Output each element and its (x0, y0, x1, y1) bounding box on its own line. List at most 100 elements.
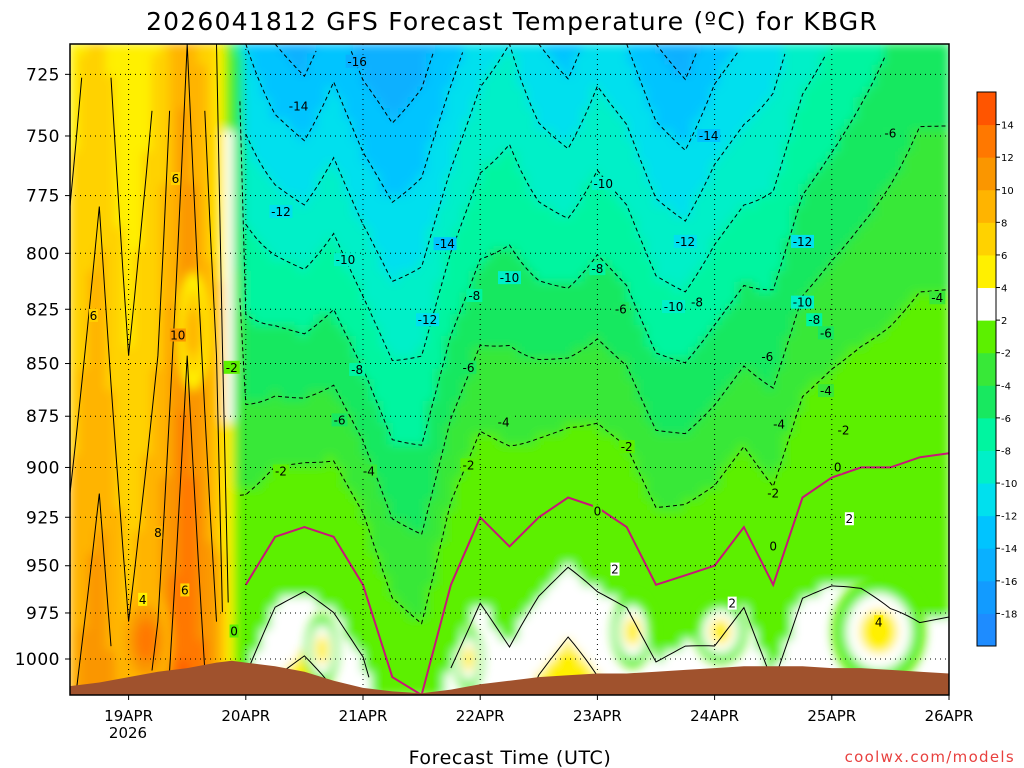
temperature-cell (160, 509, 172, 523)
temperature-cell (444, 346, 456, 360)
temperature-cell (581, 97, 593, 111)
temperature-cell (325, 585, 337, 599)
temperature-cell (416, 444, 429, 458)
temperature-cell (526, 216, 538, 230)
temperature-cell (590, 618, 603, 631)
temperature-cell (490, 596, 502, 610)
temperature-cell (728, 509, 740, 523)
temperature-cell (728, 379, 740, 393)
temperature-cell (563, 108, 575, 121)
temperature-cell (242, 509, 255, 523)
temperature-cell (416, 596, 429, 610)
temperature-cell (444, 628, 456, 642)
temperature-cell (673, 118, 685, 132)
temperature-cell (655, 390, 667, 404)
temperature-cell (508, 422, 520, 436)
temperature-cell (407, 379, 419, 393)
temperature-cell (719, 498, 731, 512)
temperature-cell (709, 444, 722, 458)
temperature-cell (398, 650, 410, 664)
temperature-cell (792, 86, 804, 100)
temperature-cell (233, 628, 245, 642)
temperature-cell (746, 379, 758, 393)
temperature-cell (96, 498, 108, 512)
temperature-cell (755, 86, 767, 100)
temperature-cell (435, 162, 447, 176)
temperature-cell (590, 563, 603, 577)
temperature-cell (178, 661, 191, 675)
temperature-cell (151, 303, 163, 317)
temperature-cell (307, 205, 319, 219)
temperature-cell (471, 151, 484, 165)
temperature-cell (87, 628, 99, 642)
temperature-cell (133, 140, 145, 154)
temperature-cell (407, 292, 419, 306)
temperature-cell (70, 292, 81, 306)
temperature-cell (362, 270, 374, 284)
temperature-cell (151, 422, 163, 436)
temperature-cell (746, 411, 758, 425)
temperature-cell (444, 140, 456, 154)
temperature-cell (554, 542, 566, 555)
temperature-cell (728, 498, 740, 512)
temperature-cell (554, 411, 566, 425)
temperature-cell (508, 292, 520, 306)
temperature-cell (609, 140, 621, 154)
temperature-cell (490, 97, 502, 111)
temperature-cell (673, 574, 685, 588)
temperature-cell (233, 379, 245, 393)
temperature-cell (78, 140, 90, 154)
temperature-cell (700, 303, 712, 317)
temperature-cell (279, 563, 291, 577)
temperature-cell (325, 53, 337, 67)
temperature-cell (270, 639, 282, 653)
temperature-cell (206, 129, 218, 143)
temperature-cell (407, 520, 419, 534)
temperature-cell (664, 346, 676, 360)
temperature-cell (380, 628, 392, 642)
temperature-cell (572, 227, 584, 241)
temperature-cell (87, 585, 99, 599)
temperature-cell (242, 260, 255, 273)
temperature-cell (307, 249, 319, 262)
temperature-cell (453, 618, 465, 631)
temperature-cell (590, 194, 603, 208)
temperature-cell (224, 509, 236, 523)
temperature-cell (801, 270, 813, 284)
temperature-cell (398, 129, 410, 143)
temperature-cell (142, 520, 154, 534)
temperature-cell (206, 509, 218, 523)
temperature-cell (435, 585, 447, 599)
temperature-cell (526, 108, 538, 121)
temperature-cell (169, 108, 181, 121)
temperature-cell (801, 607, 813, 621)
temperature-cell (352, 205, 364, 219)
temperature-cell (618, 86, 630, 100)
temperature-cell (325, 531, 337, 545)
temperature-cell (444, 86, 456, 100)
temperature-cell (792, 346, 804, 360)
temperature-cell (655, 444, 667, 458)
temperature-cell (563, 173, 575, 187)
temperature-cell (435, 422, 447, 436)
temperature-cell (407, 140, 419, 154)
temperature-cell (444, 531, 456, 545)
temperature-cell (709, 44, 722, 56)
temperature-cell (78, 260, 90, 273)
temperature-cell (774, 390, 786, 404)
temperature-cell (242, 618, 255, 631)
temperature-cell (87, 238, 99, 252)
temperature-cell (288, 129, 300, 143)
temperature-cell (783, 86, 795, 100)
temperature-cell (508, 64, 520, 78)
temperature-cell (96, 314, 108, 328)
temperature-cell (261, 498, 273, 512)
temperature-cell (288, 531, 300, 545)
temperature-cell (444, 151, 456, 165)
temperature-cell (197, 455, 209, 469)
temperature-cell (618, 194, 630, 208)
temperature-cell (362, 184, 374, 197)
temperature-cell (462, 140, 474, 154)
temperature-cell (297, 607, 310, 621)
temperature-cell (334, 661, 346, 675)
